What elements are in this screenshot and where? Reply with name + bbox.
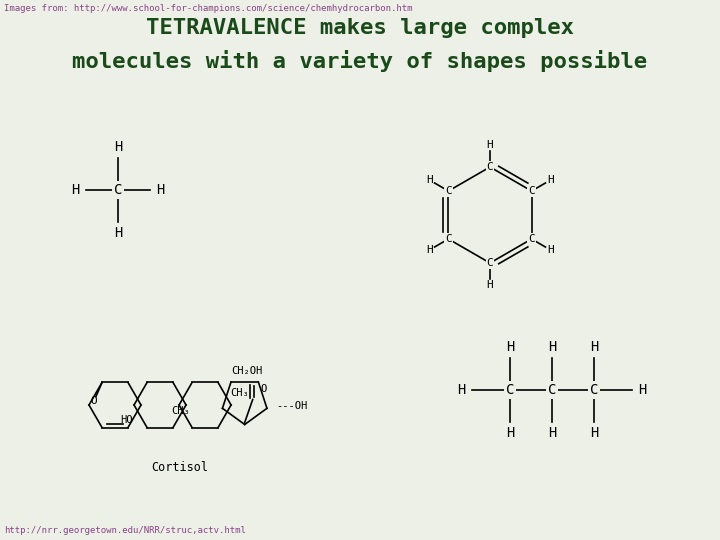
Text: H: H	[506, 340, 514, 354]
Text: H: H	[638, 383, 647, 397]
Text: C: C	[528, 186, 535, 196]
Text: H: H	[156, 183, 164, 197]
Text: C: C	[445, 186, 452, 196]
Text: HO: HO	[120, 415, 133, 424]
Text: C: C	[114, 183, 122, 197]
Text: O: O	[91, 396, 97, 407]
Text: CH₃: CH₃	[230, 388, 249, 399]
Text: Cortisol: Cortisol	[151, 461, 208, 474]
Text: H: H	[547, 175, 554, 185]
Text: H: H	[114, 226, 122, 240]
Text: molecules with a variety of shapes possible: molecules with a variety of shapes possi…	[73, 50, 647, 72]
Text: H: H	[590, 340, 598, 354]
Text: H: H	[458, 383, 466, 397]
Text: H: H	[426, 175, 433, 185]
Text: H: H	[114, 140, 122, 154]
Text: C: C	[528, 234, 535, 244]
Text: C: C	[487, 258, 493, 268]
Text: H: H	[548, 340, 556, 354]
Text: H: H	[547, 245, 554, 255]
Text: H: H	[71, 183, 80, 197]
Text: CH₂OH: CH₂OH	[231, 367, 262, 376]
Text: H: H	[506, 426, 514, 440]
Text: TETRAVALENCE makes large complex: TETRAVALENCE makes large complex	[146, 18, 574, 38]
Text: C: C	[445, 234, 452, 244]
Text: C: C	[548, 383, 556, 397]
Text: C: C	[506, 383, 514, 397]
Text: CH₃: CH₃	[171, 406, 190, 415]
Text: ---OH: ---OH	[276, 401, 307, 411]
Text: O: O	[261, 384, 267, 395]
Text: C: C	[590, 383, 598, 397]
Text: H: H	[548, 426, 556, 440]
Text: H: H	[487, 140, 493, 150]
Text: H: H	[487, 280, 493, 290]
Text: Images from: http://www.school-for-champions.com/science/chemhydrocarbon.htm: Images from: http://www.school-for-champ…	[4, 4, 413, 13]
Text: http://nrr.georgetown.edu/NRR/struc,actv.html: http://nrr.georgetown.edu/NRR/struc,actv…	[4, 526, 246, 535]
Text: H: H	[426, 245, 433, 255]
Text: H: H	[590, 426, 598, 440]
Text: C: C	[487, 162, 493, 172]
